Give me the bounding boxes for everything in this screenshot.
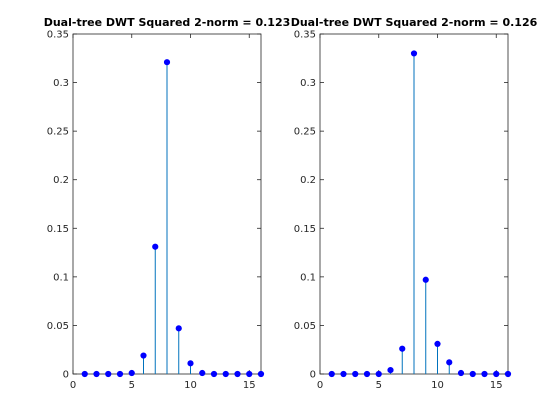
right-stem-marker — [328, 370, 335, 378]
left-ytick-label: 0.3 — [53, 78, 69, 89]
right-ytick-label: 0.3 — [300, 78, 316, 89]
left-ytick-label: 0.1 — [53, 272, 69, 283]
right-ytick-label: 0.2 — [300, 175, 316, 186]
right-ytick-label: 0.35 — [294, 30, 316, 41]
right-xtick-label: 15 — [490, 380, 503, 391]
left-stem-marker — [246, 370, 253, 378]
right-stem-marker — [481, 370, 488, 378]
right-stem-marker — [434, 340, 441, 347]
left-ytick-label: 0.2 — [53, 175, 69, 186]
right-xtick-label: 5 — [376, 380, 382, 391]
right-stem-marker — [399, 345, 406, 352]
right-stem-marker — [446, 359, 453, 366]
right-chart-title: Dual-tree DWT Squared 2-norm = 0.126 — [291, 16, 538, 29]
right-stem-marker — [375, 370, 382, 378]
left-ytick-label: 0 — [63, 370, 69, 381]
right-stem-marker — [352, 370, 359, 378]
left-stem-marker — [175, 325, 182, 332]
right-xtick-label: 10 — [431, 380, 444, 391]
left-stem-marker — [234, 370, 241, 378]
right-stem-marker — [410, 50, 418, 57]
right-ytick-label: 0.1 — [300, 272, 316, 283]
left-stem-marker — [140, 352, 147, 359]
left-plot-marks: 0 0.05 0.1 0.15 0.2 0.25 0.3 0.35 0 5 10 15 — [47, 30, 265, 391]
left-subplot: Dual-tree DWT Squared 2-norm = 0.123 0 0.… — [44, 16, 291, 391]
left-xtick-label: 10 — [184, 380, 197, 391]
right-stem-marker — [363, 370, 371, 378]
left-stem-marker — [199, 369, 206, 377]
left-stem-marker — [187, 360, 194, 367]
left-ytick-label: 0.05 — [47, 321, 69, 332]
right-stem-marker — [504, 370, 512, 378]
left-stem-marker — [163, 59, 171, 66]
right-stem-marker — [340, 370, 347, 378]
right-ytick-label: 0.05 — [294, 321, 316, 332]
right-ytick-label: 0.15 — [294, 224, 316, 235]
left-chart-title: Dual-tree DWT Squared 2-norm = 0.123 — [44, 16, 291, 29]
left-ytick-label: 0.25 — [47, 127, 69, 138]
right-stem-marker — [457, 369, 465, 377]
right-plot-marks: 0 0.05 0.1 0.15 0.2 0.25 0.3 0.35 0 5 10 15 — [294, 30, 512, 391]
left-xtick-label: 0 — [70, 380, 76, 391]
right-stem-marker — [469, 370, 476, 378]
right-stem-marker — [422, 276, 429, 283]
left-xtick-label: 15 — [243, 380, 256, 391]
left-stem-marker — [152, 243, 159, 250]
left-stem-marker — [116, 370, 124, 378]
left-ytick-label: 0.35 — [47, 30, 69, 41]
right-ytick-label: 0.25 — [294, 127, 316, 138]
right-ytick-label: 0 — [310, 370, 316, 381]
right-xtick-label: 0 — [317, 380, 323, 391]
left-stem-marker — [93, 370, 100, 378]
left-stem-marker — [128, 369, 135, 377]
right-stem-marker — [493, 370, 500, 378]
left-xtick-label: 5 — [129, 380, 135, 391]
right-subplot: Dual-tree DWT Squared 2-norm = 0.126 0 0.… — [291, 16, 538, 391]
left-stem-marker — [222, 370, 229, 378]
left-stem-marker — [105, 370, 112, 378]
right-stem-marker — [387, 367, 394, 374]
left-ytick-label: 0.15 — [47, 224, 69, 235]
left-stem-marker — [257, 370, 265, 378]
left-stem-marker — [210, 370, 218, 378]
left-stem-marker — [81, 370, 88, 378]
